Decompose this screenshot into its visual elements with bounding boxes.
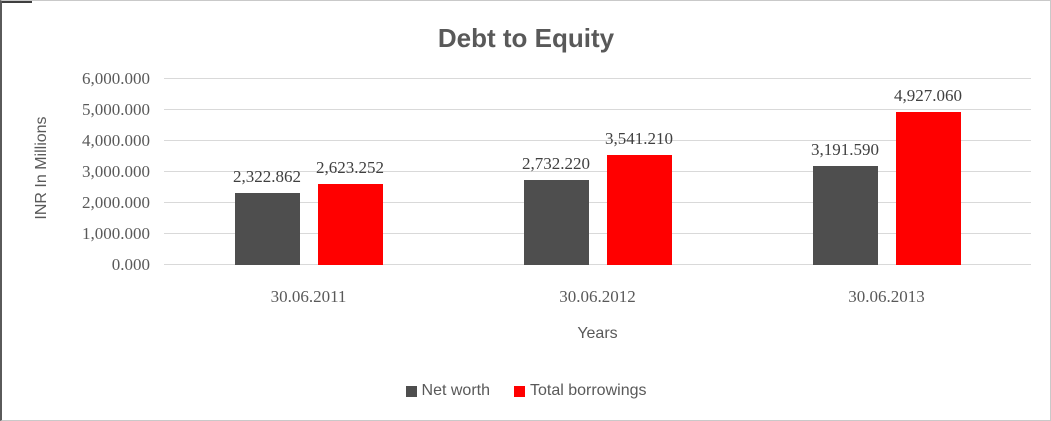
plot-area: 2,322.862 2,623.252 2,732.220 3,541.210 3,19… (164, 78, 1031, 265)
y-tick-label-5-000-000: 5,000.000 (82, 100, 150, 119)
data-label-total-borrowings-30-06-2011: 2,623.252 (316, 157, 384, 177)
x-category-label-30-06-2012: 30.06.2012 (559, 287, 636, 306)
data-label-total-borrowings-30-06-2013: 4,927.060 (894, 86, 962, 106)
y-tick-label-0-000: 0.000 (111, 255, 150, 274)
bar-total-borrowings-30-06-2011 (317, 183, 383, 265)
gridline-2-000-000 (164, 202, 1031, 203)
y-tick-label-6-000-000: 6,000.000 (82, 69, 150, 88)
gridline-4-000-000 (164, 140, 1031, 141)
legend-item-total-borrowings: Total borrowings (513, 382, 647, 400)
legend-swatch-net-worth (405, 385, 417, 397)
gridline-0-000 (164, 264, 1031, 265)
bar-net-worth-30-06-2013 (812, 166, 878, 265)
gridline-6-000-000 (164, 78, 1031, 79)
data-label-total-borrowings-30-06-2012: 3,541.210 (605, 129, 673, 149)
legend-item-net-worth: Net worth (405, 382, 490, 400)
legend: Net worth Total borrowings (2, 382, 1050, 400)
legend-label-total-borrowings: Total borrowings (529, 382, 647, 399)
bar-total-borrowings-30-06-2012 (606, 155, 672, 265)
y-tick-label-1-000-000: 1,000.000 (82, 224, 150, 243)
frame-border-artifact (2, 1, 32, 3)
data-label-net-worth-30-06-2011: 2,322.862 (233, 167, 301, 186)
chart-title: Debt to Equity (437, 23, 615, 53)
data-label-net-worth-30-06-2013: 3,191.590 (811, 140, 879, 160)
bar-total-borrowings-30-06-2013 (895, 112, 961, 265)
gridline-3-000-000 (164, 171, 1031, 172)
x-category-label-30-06-2011: 30.06.2011 (270, 287, 347, 306)
gridline-1-000-000 (164, 233, 1031, 234)
y-tick-label-3-000-000: 3,000.000 (82, 162, 150, 181)
legend-label-net-worth: Net worth (421, 382, 490, 399)
x-category-label-30-06-2013: 30.06.2013 (848, 287, 925, 306)
data-label-net-worth-30-06-2012: 2,732.220 (522, 154, 590, 174)
gridline-5-000-000 (164, 109, 1031, 110)
bar-net-worth-30-06-2011 (234, 193, 300, 265)
y-tick-label-2-000-000: 2,000.000 (82, 193, 150, 212)
legend-swatch-total-borrowings (513, 385, 525, 397)
x-axis-title: Years (577, 325, 618, 342)
y-tick-label-4-000-000: 4,000.000 (82, 131, 150, 150)
bar-net-worth-30-06-2012 (523, 180, 589, 265)
